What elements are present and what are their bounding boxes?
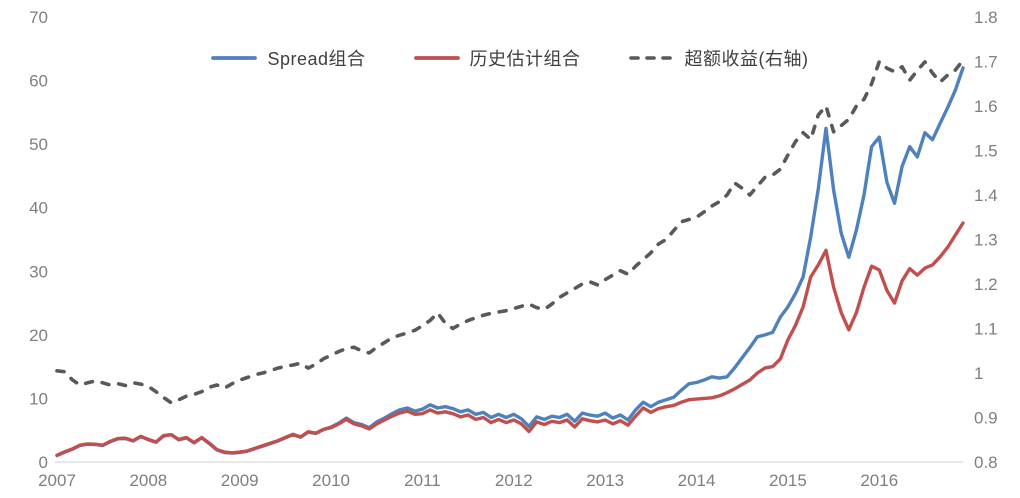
right-axis-tick-label: 1.3 bbox=[974, 231, 998, 250]
left-axis-tick-label: 50 bbox=[29, 135, 48, 154]
right-axis-tick-label: 1.2 bbox=[974, 275, 998, 294]
right-axis-tick-label: 1.4 bbox=[974, 186, 998, 205]
left-axis-tick-label: 20 bbox=[29, 326, 48, 345]
right-axis-tick-label: 1.8 bbox=[974, 8, 998, 27]
x-axis-tick-label: 2008 bbox=[129, 471, 167, 490]
x-axis-tick-label: 2009 bbox=[221, 471, 259, 490]
left-axis-tick-label: 0 bbox=[39, 453, 48, 472]
left-axis-tick-label: 70 bbox=[29, 8, 48, 27]
right-axis-tick-label: 1.1 bbox=[974, 320, 998, 339]
right-axis-tick-label: 1.5 bbox=[974, 142, 998, 161]
left-axis-tick-label: 10 bbox=[29, 389, 48, 408]
left-axis-tick-label: 30 bbox=[29, 262, 48, 281]
x-axis-tick-label: 2015 bbox=[769, 471, 807, 490]
right-axis-tick-label: 0.9 bbox=[974, 409, 998, 428]
x-axis-tick-label: 2007 bbox=[38, 471, 76, 490]
series-line-historical bbox=[55, 221, 965, 457]
right-axis-tick-label: 1 bbox=[974, 364, 983, 383]
x-axis-tick-label: 2011 bbox=[404, 471, 441, 490]
x-axis-tick-label: 2014 bbox=[678, 471, 716, 490]
left-axis-tick-label: 60 bbox=[29, 72, 48, 91]
x-axis-tick-label: 2010 bbox=[312, 471, 350, 490]
x-axis-tick-label: 2016 bbox=[860, 471, 898, 490]
right-axis-tick-label: 1.6 bbox=[974, 97, 998, 116]
right-axis-tick-label: 1.7 bbox=[974, 53, 998, 72]
x-axis-tick-label: 2013 bbox=[586, 471, 624, 490]
left-axis-tick-label: 40 bbox=[29, 199, 48, 218]
right-axis-tick-label: 0.8 bbox=[974, 453, 998, 472]
series-line-excess-return bbox=[55, 58, 965, 405]
x-axis-tick-label: 2012 bbox=[495, 471, 533, 490]
